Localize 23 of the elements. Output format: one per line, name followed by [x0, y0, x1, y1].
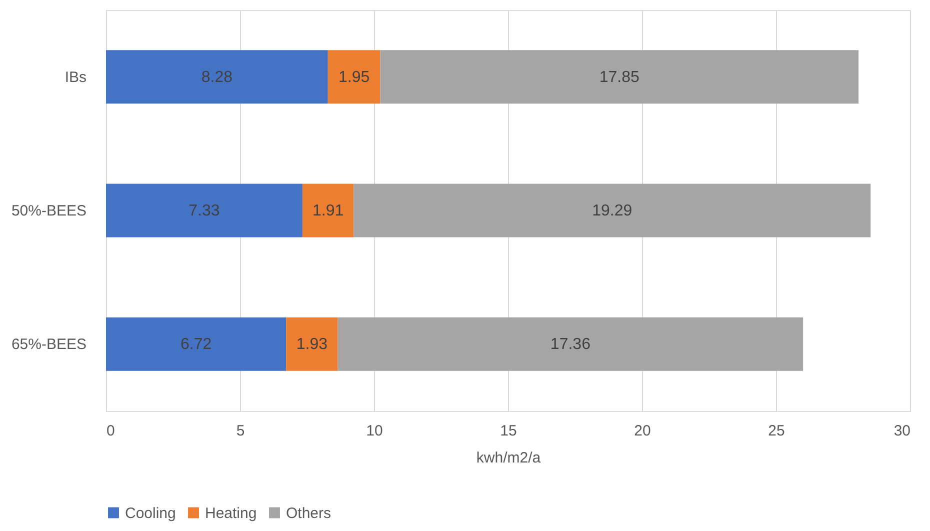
data-label: 1.95 [338, 68, 370, 86]
data-label: 1.91 [312, 202, 344, 220]
legend-label: Others [286, 504, 332, 522]
data-label: 6.72 [180, 336, 212, 354]
y-tick-label: IBs [64, 68, 86, 86]
x-tick-label: 20 [634, 422, 651, 440]
data-label: 19.29 [592, 202, 632, 220]
x-tick-label: 25 [768, 422, 785, 440]
x-tick-label: 5 [236, 422, 245, 440]
data-label: 8.28 [201, 68, 233, 86]
y-tick-label: 50%-BEES [11, 202, 86, 220]
data-label: 17.85 [599, 68, 640, 86]
x-tick-label: 15 [500, 422, 517, 440]
data-label: 17.36 [550, 336, 591, 354]
data-label: 1.93 [296, 336, 328, 354]
data-label: 7.33 [188, 202, 220, 220]
x-tick-label: 10 [366, 422, 383, 440]
y-tick-label: 65%-BEES [11, 336, 86, 354]
x-tick-label: 0 [106, 422, 115, 440]
legend-label: Cooling [125, 504, 176, 522]
x-axis-title: kwh/m2/a [476, 450, 542, 466]
legend-label: Heating [205, 504, 257, 522]
x-tick-label: 30 [894, 422, 910, 440]
